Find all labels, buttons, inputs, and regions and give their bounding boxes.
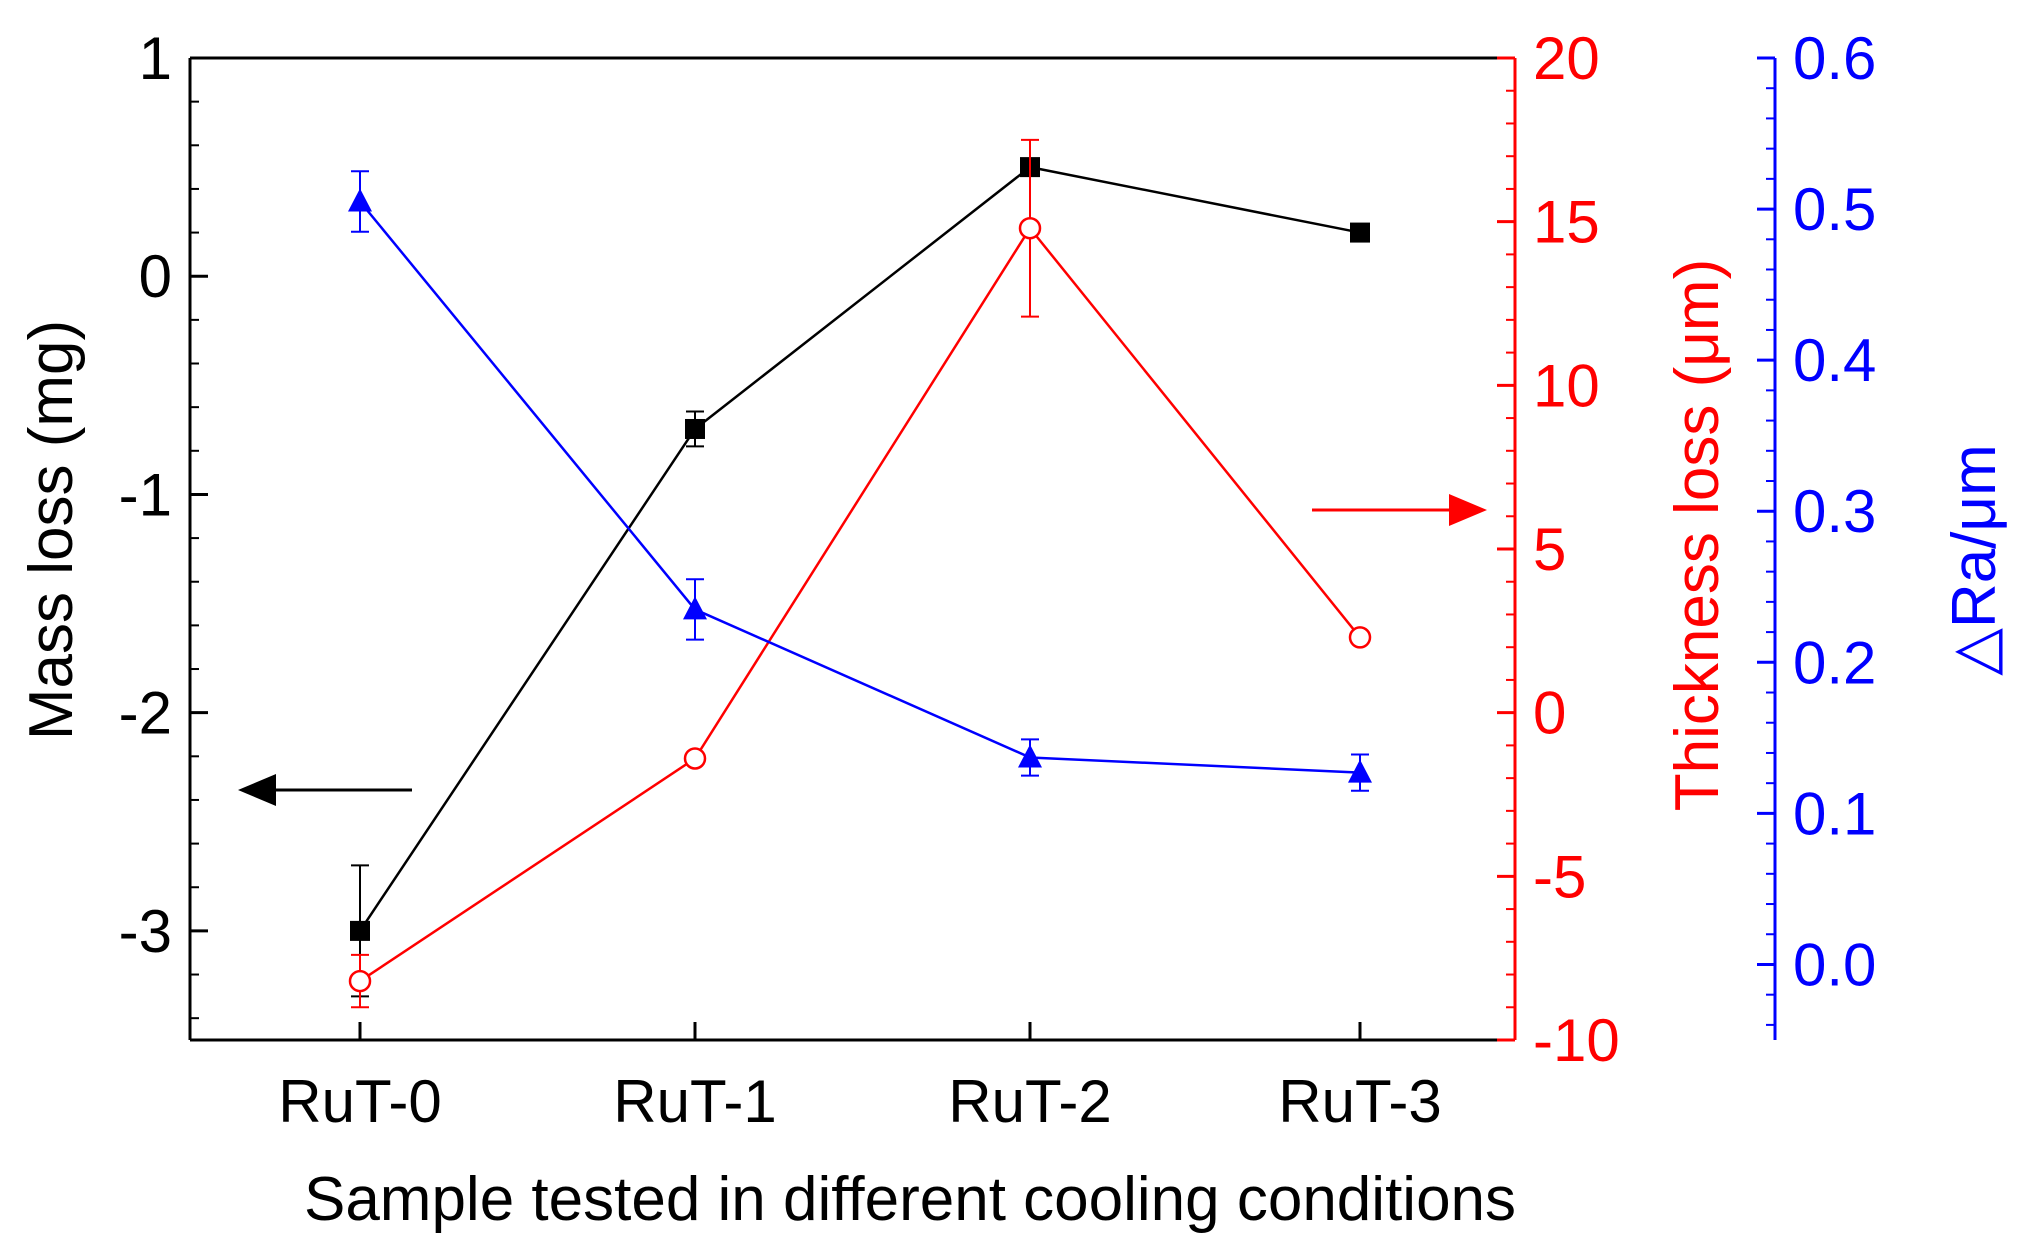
data-point: [685, 418, 705, 439]
thickness-axis-tick-label: 10: [1533, 352, 1600, 419]
ra-axis-tick-label: 0.4: [1793, 327, 1876, 394]
data-point: [1348, 759, 1372, 783]
arrow-to-thickness-axis: [1312, 494, 1487, 526]
series-thickness-loss: [348, 138, 1372, 1009]
data-point: [1350, 222, 1370, 243]
thickness-axis-tick-label: 0: [1533, 680, 1566, 747]
ra-axis-tick-label: 0.0: [1793, 931, 1876, 998]
data-point: [348, 188, 372, 212]
x-axis-tick-label: RuT-2: [948, 1068, 1111, 1135]
mass-axis-tick-label: -2: [119, 680, 172, 747]
series-line: [359, 226, 1361, 983]
x-axis-tick-label: RuT-1: [613, 1068, 776, 1135]
x-axis-ticks: RuT-0 RuT-1 RuT-2 RuT-3: [278, 1022, 1442, 1135]
series-line: [358, 165, 1361, 932]
left-axis-title: Mass loss (mg): [17, 320, 86, 740]
mass-axis-tick-label: 1: [139, 25, 172, 92]
thickness-axis-ticks: -10 -5 0 5 10 15 20: [1497, 25, 1620, 1074]
series-mass-loss: [350, 157, 1370, 998]
data-point: [683, 747, 707, 770]
series--ra: [348, 170, 1372, 792]
mass-axis-tick-label: -1: [119, 461, 172, 528]
data-point: [1018, 744, 1042, 768]
data-point: [1348, 626, 1372, 649]
thickness-axis-tick-label: 5: [1533, 516, 1566, 583]
data-point: [348, 969, 372, 993]
data-point: [1018, 216, 1042, 240]
thickness-axis-tick-label: 20: [1533, 25, 1600, 92]
thickness-axis-title: Thickness loss (μm): [1663, 259, 1732, 811]
ra-axis-tick-label: 0.2: [1793, 629, 1876, 696]
data-point: [350, 920, 370, 941]
ra-axis-tick-label: 0.1: [1793, 780, 1876, 847]
thickness-axis-tick-label: -5: [1533, 843, 1586, 910]
thickness-axis-tick-label: -10: [1533, 1007, 1620, 1074]
ra-axis-ticks: 0.0 0.1 0.2 0.3 0.4 0.5 0.6: [1757, 25, 1876, 1026]
ra-axis-tick-label: 0.3: [1793, 478, 1876, 545]
x-axis-title: Sample tested in different cooling condi…: [304, 1165, 1516, 1234]
ra-axis-tick-label: 0.6: [1793, 25, 1876, 92]
mass-axis-tick-label: 0: [139, 243, 172, 310]
data-point: [683, 596, 707, 620]
thickness-axis-tick-label: 15: [1533, 189, 1600, 256]
x-axis-tick-label: RuT-3: [1278, 1068, 1441, 1135]
left-axis-ticks: -3 -2 -1 0 1: [119, 25, 208, 1020]
ra-axis-tick-label: 0.5: [1793, 176, 1876, 243]
series-layer: [348, 138, 1372, 1009]
mass-axis-tick-label: -3: [119, 898, 172, 965]
arrow-to-mass-axis: [238, 774, 412, 806]
ra-axis-title: △Ra/μm: [1940, 444, 2009, 676]
x-axis-tick-label: RuT-0: [278, 1068, 441, 1135]
series-line: [359, 200, 1361, 774]
